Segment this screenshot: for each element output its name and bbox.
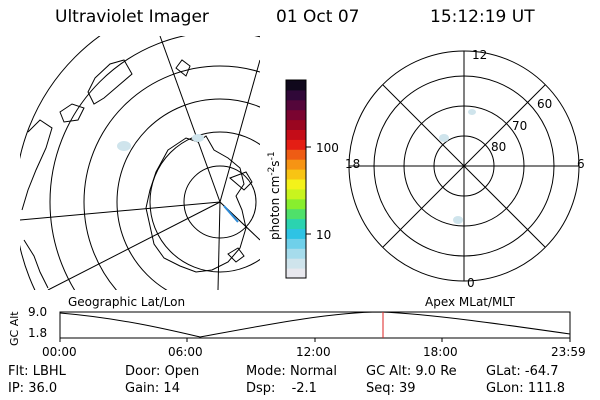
colorbar-swatch	[286, 258, 306, 269]
polar-mlat-mlt-plot	[348, 50, 580, 282]
mlt-label-12: 12	[472, 48, 488, 62]
colorbar-swatch	[286, 218, 306, 229]
colorbar-frame	[285, 79, 307, 279]
colorbar-swatch	[286, 109, 306, 121]
orbit-xtick-1200: 12:00	[296, 345, 331, 359]
orbit-xtick-1800: 18:00	[423, 345, 458, 359]
mlt-label-0: 0	[467, 276, 475, 290]
orbit-xtick-0000: 00:00	[42, 345, 77, 359]
orbit-ytick-1-8: 1.8	[28, 326, 48, 340]
info-filter: Flt: LBHL	[8, 364, 66, 379]
info-gain: Gain: 14	[125, 381, 180, 396]
date-label: 01 Oct 07	[276, 7, 360, 27]
colorbar-swatch	[286, 80, 306, 91]
colorbar-swatch	[286, 159, 306, 170]
colorbar-swatch	[286, 228, 306, 239]
info-dsp: Dsp: -2.1	[246, 381, 317, 396]
colorbar-swatch	[286, 99, 306, 111]
colorbar-swatch	[286, 169, 306, 180]
colorbar-unit-label: photon cm-2s-1	[267, 151, 282, 240]
colorbar-swatch	[286, 89, 306, 101]
colorbar-swatch	[286, 129, 306, 140]
orbit-xtick-2359: 23:59	[551, 345, 586, 359]
colorbar-tick-100: 100	[316, 141, 339, 155]
geographic-label: Geographic Lat/Lon	[68, 295, 186, 309]
geographic-map	[20, 36, 260, 290]
mlat-label-60: 60	[537, 97, 553, 111]
colorbar-swatch	[286, 248, 306, 259]
time-label: 15:12:19 UT	[430, 7, 535, 27]
colorbar-swatch	[286, 208, 306, 220]
colorbar-swatch	[286, 198, 306, 210]
apex-label: Apex MLat/MLT	[425, 295, 515, 309]
colorbar-swatch	[286, 238, 306, 249]
colorbar-swatch	[286, 139, 306, 150]
mlt-label-6: 6	[577, 157, 585, 171]
info-seq: Seq: 39	[366, 381, 416, 396]
colorbar-tick-10: 10	[316, 228, 332, 242]
orbit-ytick-9: 9.0	[28, 305, 48, 319]
mlat-label-80: 80	[491, 140, 507, 154]
info-glon: GLon: 111.8	[486, 381, 566, 396]
orbit-ylabel: GC Alt	[8, 311, 21, 346]
mlt-label-18: 18	[345, 157, 361, 171]
colorbar-swatch	[286, 268, 306, 279]
info-ip: IP: 36.0	[8, 381, 58, 396]
info-door: Door: Open	[125, 364, 200, 379]
colorbar-swatch	[286, 179, 306, 190]
orbit-altitude-plot	[59, 311, 571, 342]
colorbar-swatch	[286, 188, 306, 200]
info-gc-alt: GC Alt: 9.0 Re	[366, 364, 457, 379]
colorbar-swatch	[286, 149, 306, 160]
mlat-label-70: 70	[512, 119, 528, 133]
instrument-title: Ultraviolet Imager	[55, 7, 209, 27]
info-mode: Mode: Normal	[246, 364, 337, 379]
orbit-xtick-0600: 06:00	[168, 345, 203, 359]
colorbar	[285, 79, 311, 279]
info-glat: GLat: -64.7	[486, 364, 559, 379]
colorbar-swatch	[286, 119, 306, 130]
